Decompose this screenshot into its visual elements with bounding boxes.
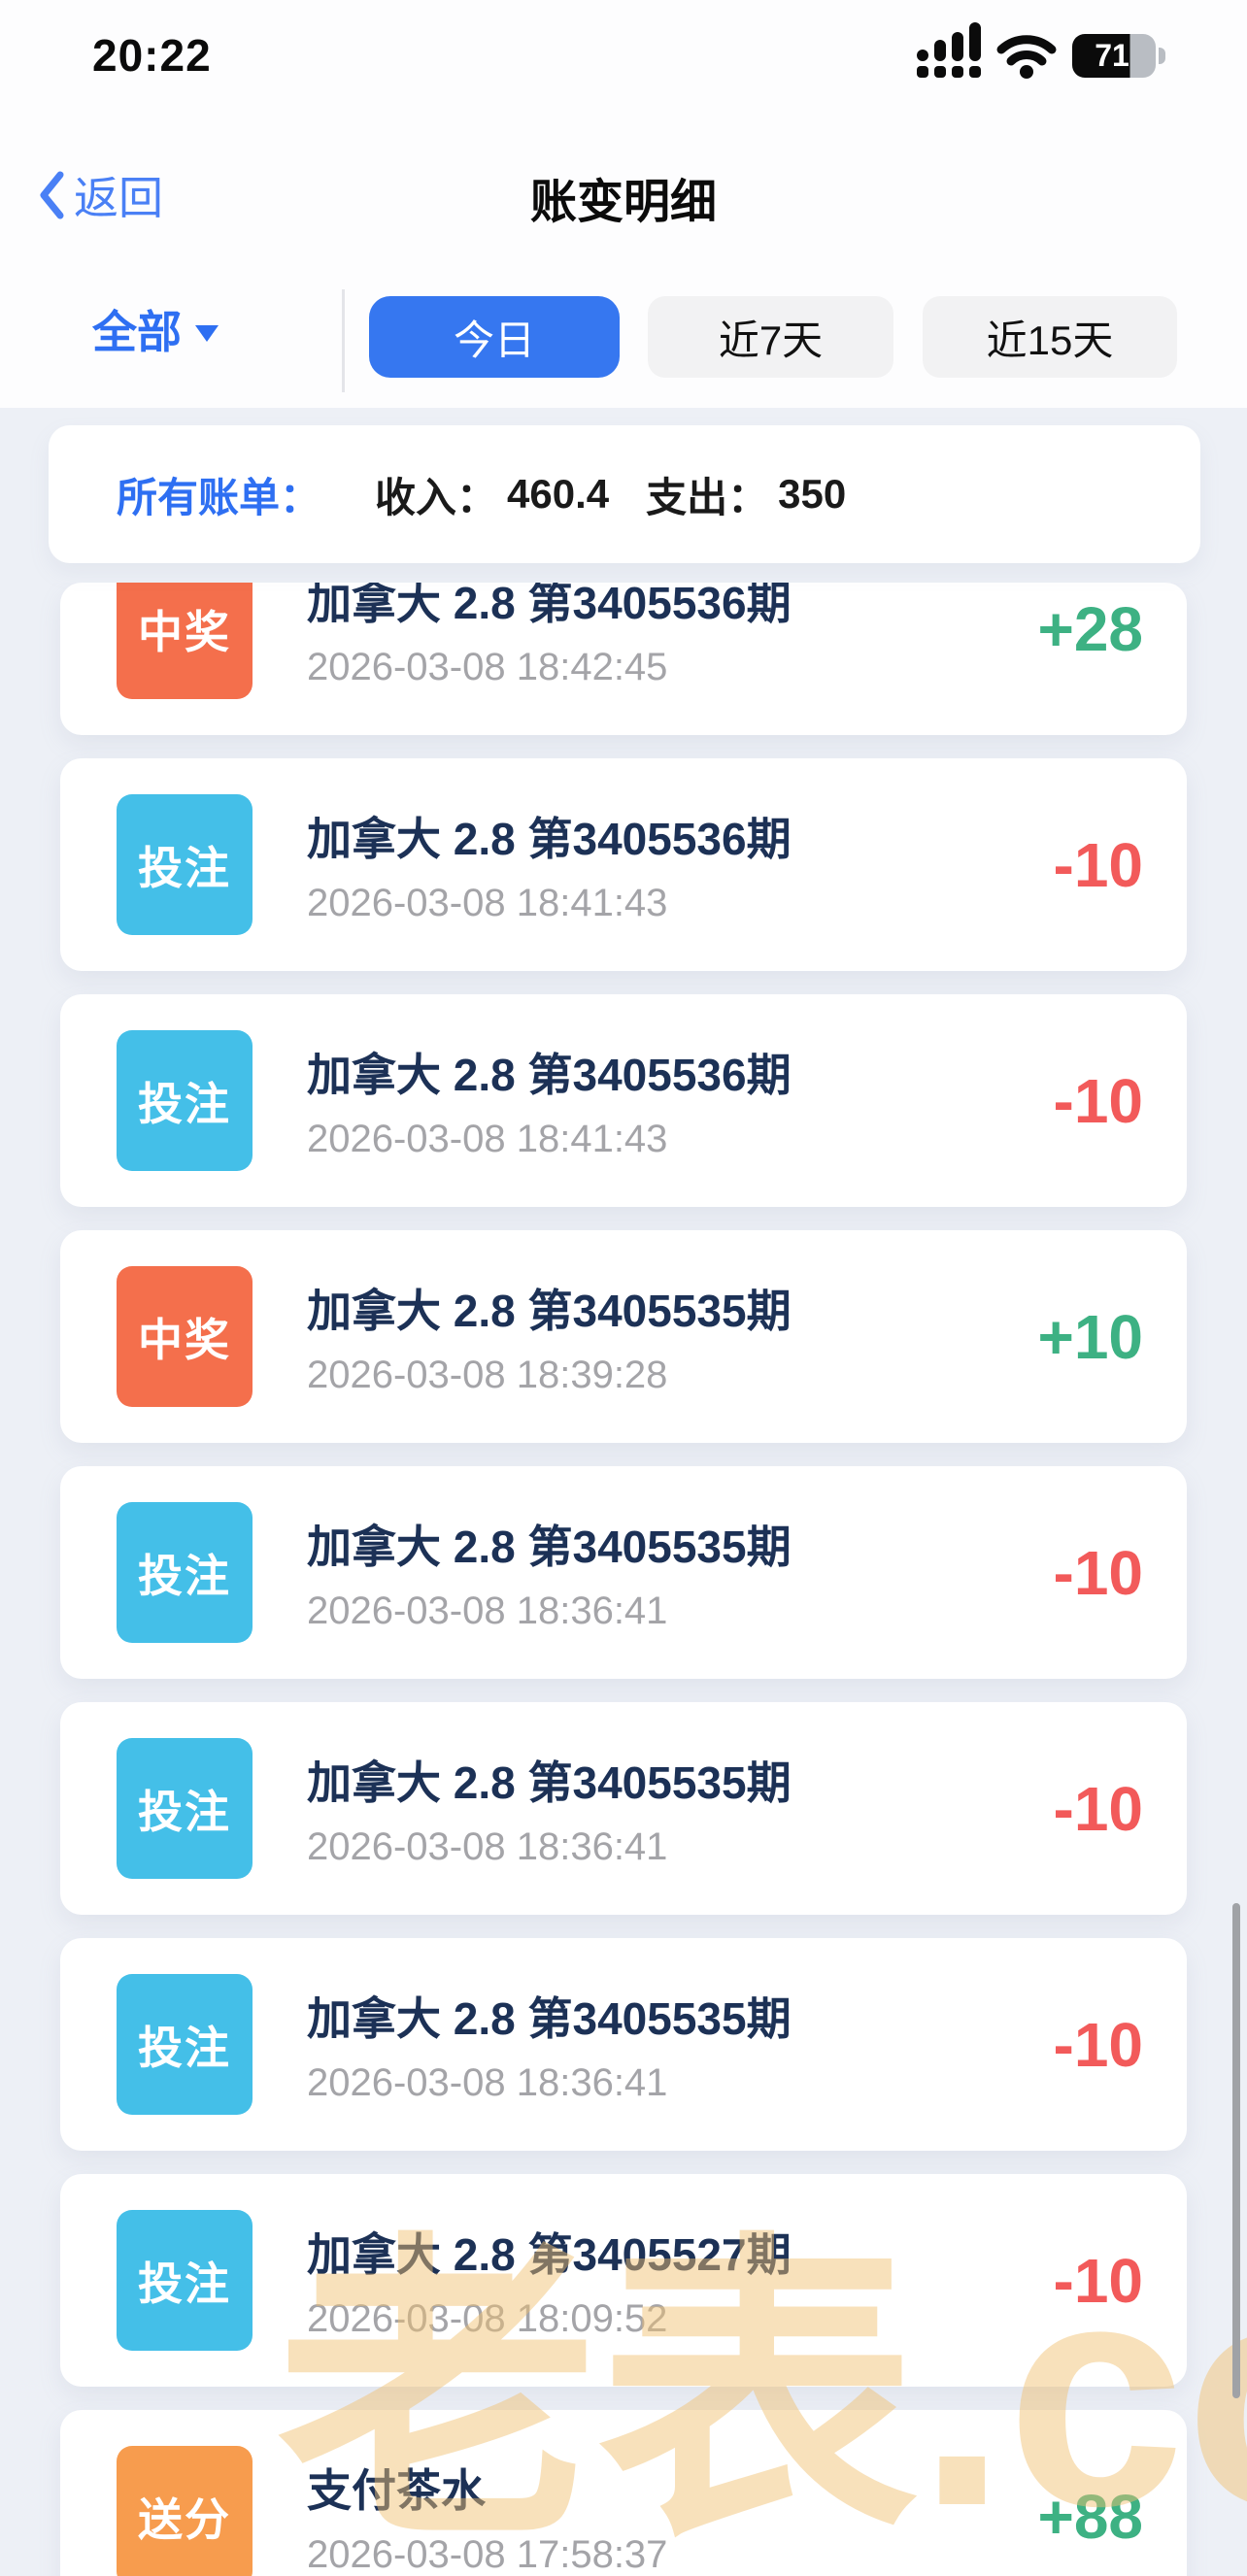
transaction-card[interactable]: 投注 加拿大 2.8 第3405527期 2026-03-08 18:09:52…	[60, 2174, 1187, 2387]
transaction-list: 中奖 加拿大 2.8 第3405536期 2026-03-08 18:42:45…	[0, 583, 1247, 2576]
transaction-title: 加拿大 2.8 第3405527期	[307, 2229, 792, 2280]
transaction-timestamp: 2026-03-08 18:41:43	[307, 882, 668, 924]
transaction-info: 加拿大 2.8 第3405535期 2026-03-08 18:36:41	[307, 1748, 1034, 1869]
status-icons: 71	[917, 22, 1165, 80]
expense-value: 350	[778, 471, 847, 517]
transaction-amount: -10	[1053, 2245, 1144, 2316]
transaction-type-badge: 中奖	[117, 583, 253, 699]
transaction-title: 加拿大 2.8 第3405535期	[307, 1522, 792, 1572]
transaction-card[interactable]: 投注 加拿大 2.8 第3405536期 2026-03-08 18:41:43…	[60, 994, 1187, 1207]
transaction-card-inner: 投注 加拿大 2.8 第3405535期 2026-03-08 18:36:41…	[60, 1938, 1187, 2151]
transaction-info: 加拿大 2.8 第3405535期 2026-03-08 18:39:28	[307, 1276, 1018, 1397]
cellular-signal-icon	[917, 22, 981, 78]
transaction-card[interactable]: 投注 加拿大 2.8 第3405535期 2026-03-08 18:36:41…	[60, 1466, 1187, 1679]
summary-label: 所有账单：	[117, 474, 321, 520]
transaction-info: 加拿大 2.8 第3405536期 2026-03-08 18:42:45	[307, 583, 1018, 689]
transaction-card[interactable]: 投注 加拿大 2.8 第3405535期 2026-03-08 18:36:41…	[60, 1938, 1187, 2151]
transaction-amount: -10	[1053, 2009, 1144, 2080]
caret-down-icon	[195, 324, 219, 342]
transaction-type-badge: 投注	[117, 1502, 253, 1643]
transaction-card-inner: 投注 加拿大 2.8 第3405535期 2026-03-08 18:36:41…	[60, 1466, 1187, 1679]
transaction-type-badge: 投注	[117, 1030, 253, 1171]
transaction-timestamp: 2026-03-08 18:36:41	[307, 1825, 668, 1868]
transaction-timestamp: 2026-03-08 18:42:45	[307, 646, 668, 688]
transaction-info: 加拿大 2.8 第3405536期 2026-03-08 18:41:43	[307, 1040, 1034, 1161]
transaction-type-badge: 投注	[117, 794, 253, 935]
transaction-type-badge: 投注	[117, 1974, 253, 2115]
category-dropdown-label: 全部	[92, 307, 182, 357]
transaction-card[interactable]: 送分 支付茶水 2026-03-08 17:58:37 +88	[60, 2410, 1187, 2576]
expense-label: 支出：	[646, 474, 769, 520]
transaction-info: 加拿大 2.8 第3405536期 2026-03-08 18:41:43	[307, 804, 1034, 925]
transaction-title: 加拿大 2.8 第3405536期	[307, 814, 792, 864]
transaction-timestamp: 2026-03-08 17:58:37	[307, 2533, 668, 2576]
income-label: 收入：	[375, 474, 498, 520]
transaction-amount: +88	[1037, 2481, 1143, 2552]
transaction-card-inner: 送分 支付茶水 2026-03-08 17:58:37 +88	[60, 2410, 1187, 2576]
battery-percent: 71	[1095, 37, 1129, 73]
page-title: 账变明细	[529, 177, 717, 228]
expense-summary: 支出： 350	[646, 465, 846, 524]
transaction-type-badge: 投注	[117, 2210, 253, 2351]
transaction-timestamp: 2026-03-08 18:39:28	[307, 1354, 668, 1396]
clock: 20:22	[92, 30, 212, 81]
tab-last-7-days[interactable]: 近7天	[648, 296, 893, 378]
transaction-card[interactable]: 投注 加拿大 2.8 第3405536期 2026-03-08 18:41:43…	[60, 758, 1187, 971]
back-label: 返回	[74, 173, 163, 223]
header-block: 20:22 71	[0, 0, 1247, 408]
back-button[interactable]: 返回	[37, 163, 163, 227]
nav-bar: 返回 账变明细	[0, 146, 1247, 252]
transaction-title: 加拿大 2.8 第3405536期	[307, 1050, 792, 1100]
chevron-left-icon	[40, 171, 64, 219]
tab-last-15-days[interactable]: 近15天	[923, 296, 1177, 378]
income-summary: 收入： 460.4	[375, 465, 609, 524]
transaction-amount: -10	[1053, 829, 1144, 900]
transaction-card-inner: 中奖 加拿大 2.8 第3405535期 2026-03-08 18:39:28…	[60, 1230, 1187, 1443]
transaction-info: 加拿大 2.8 第3405527期 2026-03-08 18:09:52	[307, 2220, 1034, 2341]
category-dropdown[interactable]: 全部	[92, 297, 219, 361]
transaction-amount: +10	[1037, 1301, 1143, 1372]
transaction-card[interactable]: 中奖 加拿大 2.8 第3405536期 2026-03-08 18:42:45…	[60, 583, 1187, 735]
filter-bar: 全部 今日 近7天 近15天	[0, 282, 1247, 408]
transaction-title: 加拿大 2.8 第3405535期	[307, 1286, 792, 1336]
transaction-amount: +28	[1037, 593, 1143, 664]
summary-bar: 所有账单： 收入： 460.4 支出： 350	[49, 425, 1200, 563]
transaction-card-inner: 投注 加拿大 2.8 第3405536期 2026-03-08 18:41:43…	[60, 994, 1187, 1207]
transaction-timestamp: 2026-03-08 18:09:52	[307, 2297, 668, 2340]
transaction-title: 加拿大 2.8 第3405535期	[307, 1757, 792, 1808]
transaction-type-badge: 送分	[117, 2446, 253, 2576]
transaction-timestamp: 2026-03-08 18:36:41	[307, 1589, 668, 1632]
transaction-info: 加拿大 2.8 第3405535期 2026-03-08 18:36:41	[307, 1512, 1034, 1633]
transaction-type-badge: 中奖	[117, 1266, 253, 1407]
transaction-title: 支付茶水	[307, 2465, 486, 2516]
vertical-divider	[342, 289, 345, 392]
scrollbar-thumb[interactable]	[1232, 1903, 1240, 2398]
transaction-card-inner: 投注 加拿大 2.8 第3405527期 2026-03-08 18:09:52…	[60, 2174, 1187, 2387]
tab-today[interactable]: 今日	[369, 296, 620, 378]
transaction-amount: -10	[1053, 1065, 1144, 1136]
income-value: 460.4	[507, 471, 610, 517]
transaction-info: 加拿大 2.8 第3405535期 2026-03-08 18:36:41	[307, 1984, 1034, 2105]
transaction-timestamp: 2026-03-08 18:36:41	[307, 2061, 668, 2104]
transaction-type-badge: 投注	[117, 1738, 253, 1879]
battery-icon: 71	[1072, 33, 1165, 78]
wifi-icon	[996, 35, 1057, 79]
status-bar: 20:22 71	[0, 21, 1247, 89]
transaction-title: 加拿大 2.8 第3405535期	[307, 1993, 792, 2044]
transaction-info: 支付茶水 2026-03-08 17:58:37	[307, 2456, 1018, 2576]
transaction-title: 加拿大 2.8 第3405536期	[307, 583, 792, 628]
transaction-amount: -10	[1053, 1773, 1144, 1844]
transaction-card[interactable]: 中奖 加拿大 2.8 第3405535期 2026-03-08 18:39:28…	[60, 1230, 1187, 1443]
transaction-card-inner: 投注 加拿大 2.8 第3405535期 2026-03-08 18:36:41…	[60, 1702, 1187, 1915]
transaction-card-inner: 中奖 加拿大 2.8 第3405536期 2026-03-08 18:42:45…	[60, 583, 1187, 735]
transaction-timestamp: 2026-03-08 18:41:43	[307, 1118, 668, 1160]
transaction-card-inner: 投注 加拿大 2.8 第3405536期 2026-03-08 18:41:43…	[60, 758, 1187, 971]
transaction-card[interactable]: 投注 加拿大 2.8 第3405535期 2026-03-08 18:36:41…	[60, 1702, 1187, 1915]
transaction-amount: -10	[1053, 1537, 1144, 1608]
